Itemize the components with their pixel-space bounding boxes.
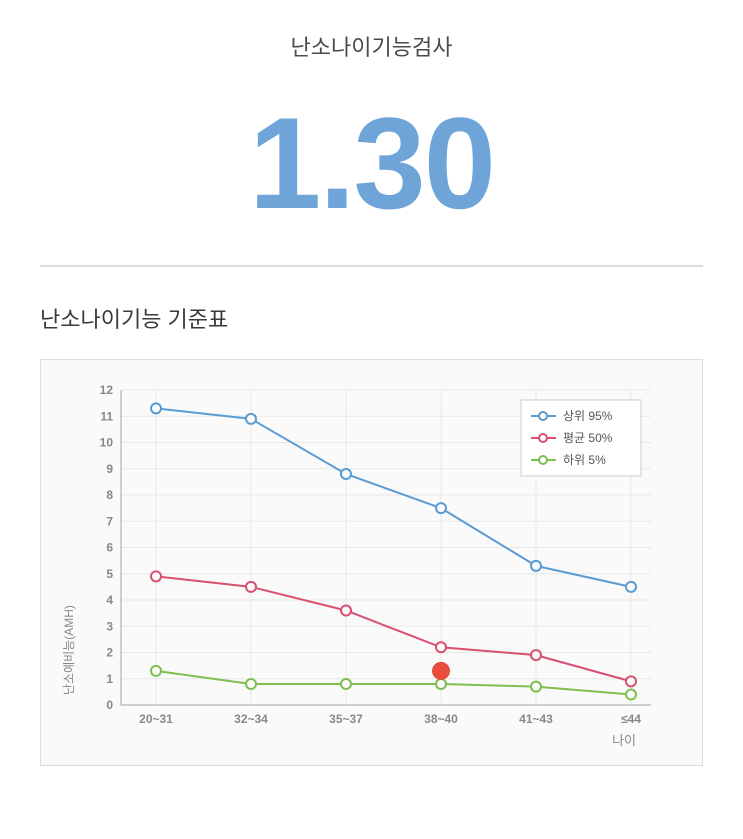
svg-text:8: 8 — [106, 488, 113, 502]
section-divider — [40, 265, 703, 267]
svg-text:10: 10 — [100, 436, 114, 450]
chart-container: 012345678910111220~3132~3435~3738~4041~4… — [40, 359, 703, 766]
svg-text:0: 0 — [106, 698, 113, 712]
svg-text:나이: 나이 — [612, 733, 636, 748]
svg-text:3: 3 — [106, 619, 113, 633]
svg-text:2: 2 — [106, 646, 113, 660]
chart-section-title: 난소나이기능 기준표 — [40, 302, 703, 334]
svg-text:1: 1 — [106, 672, 113, 686]
svg-text:20~31: 20~31 — [139, 712, 173, 726]
svg-text:9: 9 — [106, 462, 113, 476]
reference-chart: 012345678910111220~3132~3435~3738~4041~4… — [51, 375, 671, 755]
svg-text:하위 5%: 하위 5% — [563, 453, 606, 467]
main-container: 난소나이기능검사 1.30 난소나이기능 기준표 012345678910111… — [0, 0, 743, 796]
svg-text:상위 95%: 상위 95% — [563, 409, 613, 423]
svg-text:32~34: 32~34 — [234, 712, 268, 726]
svg-text:11: 11 — [100, 409, 113, 423]
svg-text:12: 12 — [100, 383, 114, 397]
page-title: 난소나이기능검사 — [40, 30, 703, 62]
svg-text:6: 6 — [106, 541, 113, 555]
svg-text:5: 5 — [106, 567, 113, 581]
svg-text:38~40: 38~40 — [424, 712, 458, 726]
svg-text:35~37: 35~37 — [329, 712, 363, 726]
svg-text:7: 7 — [106, 514, 113, 528]
svg-text:41~43: 41~43 — [519, 712, 553, 726]
svg-text:평균 50%: 평균 50% — [563, 431, 613, 445]
svg-text:4: 4 — [106, 593, 113, 607]
svg-text:난소예비능(AMH): 난소예비능(AMH) — [62, 605, 76, 695]
svg-text:≤44: ≤44 — [621, 712, 641, 726]
result-value: 1.30 — [40, 92, 703, 235]
